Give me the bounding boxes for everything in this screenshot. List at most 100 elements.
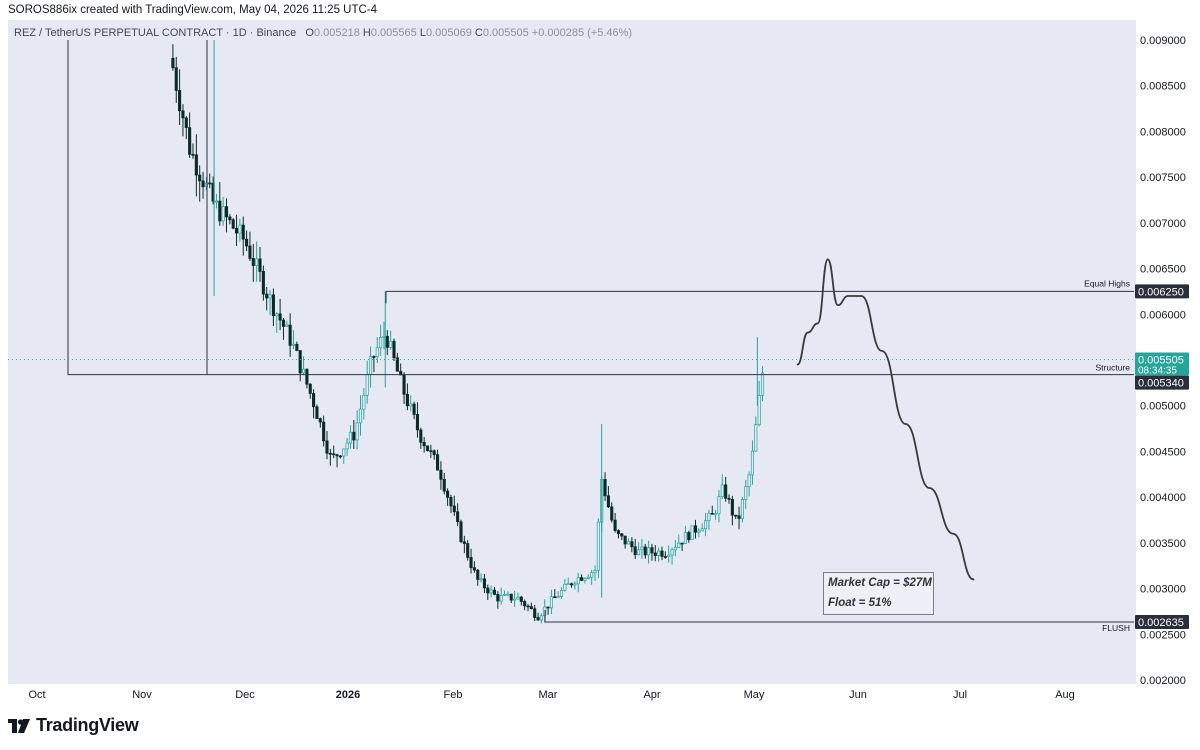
candle-up: [268, 294, 272, 299]
market-cap-text: Market Cap = $27M: [828, 577, 932, 589]
close-label: C: [474, 27, 483, 39]
y-tick-label: 0.009000: [1140, 35, 1186, 47]
candle-up: [489, 589, 493, 594]
structure-line[interactable]: [67, 40, 1134, 376]
candle-down: [248, 245, 252, 259]
structure-price-tag: 0.005340: [1138, 378, 1184, 390]
candle-down: [660, 550, 664, 557]
candle-up: [683, 532, 688, 544]
y-tick-label: 0.002000: [1140, 675, 1186, 687]
candle-up: [744, 486, 748, 500]
tradingview-footer[interactable]: TradingView: [8, 715, 139, 736]
candle-down: [425, 445, 430, 452]
candle-up: [583, 578, 587, 581]
candle-down: [734, 514, 738, 517]
candle-up: [506, 593, 510, 596]
candle-down: [405, 393, 409, 407]
candle-down: [422, 441, 426, 447]
candle-up: [740, 499, 744, 519]
candle-up: [566, 583, 570, 586]
candle-down: [315, 406, 319, 419]
candle-up: [549, 596, 554, 609]
candle-down: [643, 546, 647, 556]
y-tick-label: 0.003000: [1140, 584, 1186, 596]
projection-path[interactable]: [796, 258, 975, 581]
y-tick-label: 0.004000: [1140, 492, 1186, 504]
candle-down: [456, 511, 460, 523]
candle-up: [596, 521, 600, 571]
candle-down: [241, 224, 245, 240]
candle-down: [198, 174, 202, 182]
candle-up: [358, 408, 363, 424]
chart-area[interactable]: [8, 20, 1136, 684]
candle-up: [516, 596, 520, 600]
candle-up: [593, 569, 597, 574]
equal-highs-line[interactable]: [385, 290, 1134, 304]
candle-up: [355, 422, 359, 441]
info-box[interactable]: Market Cap = $27M Float = 51%: [823, 572, 934, 615]
symbol-title: REZ / TetherUS PERPETUAL CONTRACT · 1D ·…: [14, 27, 297, 39]
candle-down: [680, 542, 684, 545]
candle-down: [472, 567, 476, 571]
candle-down: [338, 455, 342, 458]
candle-up: [285, 324, 289, 327]
candle-up: [302, 368, 306, 374]
high-label: H: [362, 27, 371, 39]
y-tick-label: 0.006000: [1140, 309, 1186, 321]
candle-up: [757, 395, 761, 425]
candle-down: [727, 497, 731, 500]
y-tick-label: 0.007500: [1140, 172, 1186, 184]
tradingview-brand: TradingView: [36, 715, 139, 735]
x-tick-label: Jul: [953, 689, 967, 701]
candle-down: [278, 313, 282, 321]
tradingview-logo-icon: [8, 718, 30, 733]
y-tick-label: 0.008000: [1140, 126, 1186, 138]
candle-up: [539, 615, 543, 621]
candle-down: [436, 454, 440, 471]
candle-up: [576, 577, 580, 585]
equal-highs-price-tag: 0.006250: [1138, 286, 1184, 298]
candle-down: [523, 601, 527, 607]
x-tick-label: Nov: [132, 689, 152, 701]
candle-down: [392, 340, 396, 359]
structure-label: Structure: [1096, 363, 1131, 373]
flush-line[interactable]: [544, 609, 1134, 623]
candle-up: [238, 224, 242, 234]
candle-down: [231, 219, 235, 229]
candle-down: [402, 374, 406, 395]
candle-up: [365, 374, 369, 396]
float-text: Float = 51%: [828, 597, 892, 609]
candle-down: [606, 495, 610, 508]
candle-down: [335, 454, 339, 457]
x-tick-label: 2026: [336, 689, 360, 701]
candle-down: [533, 608, 537, 618]
candle-down: [653, 552, 657, 556]
symbol-legend: REZ / TetherUS PERPETUAL CONTRACT · 1D ·…: [14, 27, 632, 39]
candle-down: [630, 541, 634, 548]
candle-up: [563, 583, 567, 591]
candle-down: [536, 617, 540, 621]
candle-up: [503, 593, 507, 596]
candle-down: [439, 469, 443, 480]
candle-down: [415, 414, 420, 431]
candle-down: [332, 453, 336, 456]
candle-up: [690, 525, 694, 541]
y-tick-label: 0.006500: [1140, 264, 1186, 276]
candle-down: [449, 497, 453, 507]
candle-down: [452, 505, 456, 513]
candle-down: [623, 535, 627, 545]
candle-up: [703, 520, 708, 530]
change-value: +0.000285 (+5.46%): [531, 27, 633, 39]
candle-up: [754, 424, 758, 452]
low-value: 0.005069: [425, 27, 472, 39]
candle-down: [181, 110, 185, 119]
candle-down: [446, 490, 450, 498]
candle-down: [308, 383, 312, 394]
candle-down: [486, 587, 490, 594]
candle-down: [191, 153, 195, 156]
y-tick-label: 0.003500: [1140, 538, 1186, 550]
candle-down: [482, 578, 487, 589]
candle-up: [673, 547, 677, 551]
candle-down: [620, 533, 624, 537]
